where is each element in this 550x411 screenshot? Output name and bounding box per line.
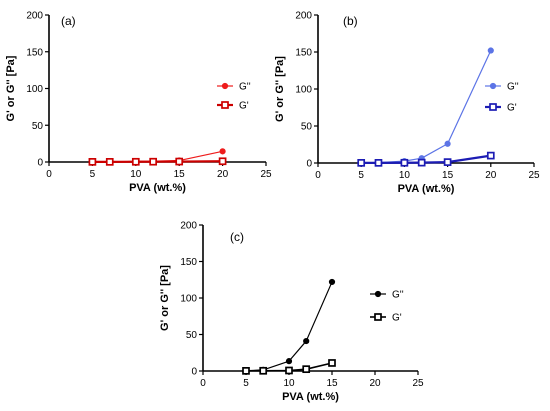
y-tick-label: 200 [295, 11, 312, 22]
x-axis-title: PVA (wt.%) [129, 182, 186, 194]
data-point [88, 158, 97, 166]
series-g-prime [357, 151, 495, 167]
legend-label: G' [239, 101, 249, 112]
y-tick-label: 100 [180, 294, 197, 305]
panel-label: (c) [230, 230, 244, 244]
y-tick-label: 50 [301, 122, 313, 133]
x-tick-label: 0 [46, 169, 52, 180]
y-tick-label: 50 [32, 121, 44, 132]
x-tick-label: 10 [283, 378, 295, 389]
data-point [328, 278, 336, 286]
y-tick-label: 0 [306, 159, 312, 170]
data-point [303, 337, 310, 345]
x-tick-label: 15 [174, 169, 186, 180]
panel-label: (b) [343, 14, 358, 28]
x-tick-label: 0 [315, 170, 321, 181]
legend-marker [374, 290, 382, 298]
legend-label: G' [392, 313, 402, 324]
y-tick-label: 50 [186, 330, 198, 341]
data-point [328, 359, 336, 367]
y-tick-label: 100 [26, 84, 43, 95]
chart-panel-2: (b) 0 50 100 150 200 0 5 10 15 20 25 PVA (wt.%) G' or… [274, 11, 540, 196]
x-tick-label: 20 [369, 378, 381, 389]
legend-marker [489, 103, 497, 111]
data-point [443, 158, 452, 166]
y-tick-label: 0 [37, 158, 43, 169]
legend-marker [489, 82, 497, 90]
series-g-prime [88, 157, 227, 166]
legend-label: G' [507, 103, 517, 114]
y-tick-label: 150 [26, 47, 43, 58]
x-tick-label: 10 [399, 170, 411, 181]
data-point [357, 159, 366, 167]
x-tick-label: 5 [358, 170, 364, 181]
y-tick-label: 200 [26, 11, 43, 22]
x-tick-label: 20 [485, 170, 497, 181]
data-point [417, 158, 426, 167]
data-point [302, 365, 311, 374]
y-tick-label: 200 [180, 221, 197, 232]
y-axis-title: G' or G'' [Pa] [159, 265, 171, 331]
data-point [259, 366, 268, 375]
x-tick-label: 5 [90, 169, 96, 180]
series-line [245, 281, 333, 372]
x-tick-label: 15 [326, 378, 338, 389]
data-point [175, 157, 184, 166]
y-axis-title: G' or G'' [Pa] [274, 56, 286, 122]
series-g-double-prime [242, 278, 336, 374]
x-tick-label: 0 [200, 378, 206, 389]
data-point [218, 157, 227, 166]
series-line [361, 50, 492, 164]
legend-label: G'' [392, 290, 404, 301]
data-point [149, 157, 158, 166]
data-point [285, 366, 293, 375]
x-tick-label: 10 [130, 169, 142, 180]
x-tick-label: 25 [528, 170, 540, 181]
data-point [219, 148, 226, 155]
data-point [444, 140, 451, 147]
data-point [486, 151, 495, 160]
x-tick-label: 15 [442, 170, 454, 181]
chart-panel-3: (c) 0 50 100 150 200 0 5 10 15 20 25 PVA (wt.%) G' or… [159, 221, 424, 404]
data-point [400, 158, 409, 167]
y-axis-title: G' or G'' [Pa] [5, 55, 17, 121]
legend-label: G'' [239, 82, 251, 93]
y-tick-label: 150 [295, 48, 312, 59]
x-tick-label: 5 [243, 378, 249, 389]
x-tick-label: 25 [412, 378, 424, 389]
legend-marker [221, 82, 229, 90]
x-tick-label: 25 [260, 169, 272, 180]
panel-label: (a) [61, 14, 76, 28]
chart-panel-1: (a) 0 50 100 150 200 0 5 10 15 20 25 PVA (wt.%) G' or… [5, 11, 272, 195]
y-tick-label: 100 [295, 85, 312, 96]
data-point [242, 367, 250, 375]
y-tick-label: 150 [180, 257, 197, 268]
x-tick-label: 20 [217, 169, 229, 180]
series-g-double-prime [358, 47, 494, 166]
legend-marker [221, 101, 229, 109]
data-point [487, 47, 494, 54]
data-point [105, 158, 114, 166]
x-axis-title: PVA (wt.%) [282, 391, 339, 403]
series-g-prime [242, 359, 336, 375]
legend-marker [374, 313, 382, 321]
x-axis-title: PVA (wt.%) [398, 183, 455, 195]
data-point [285, 358, 293, 365]
data-point [131, 157, 140, 166]
y-tick-label: 0 [191, 367, 197, 378]
legend-label: G'' [507, 82, 519, 93]
data-point [374, 159, 383, 167]
